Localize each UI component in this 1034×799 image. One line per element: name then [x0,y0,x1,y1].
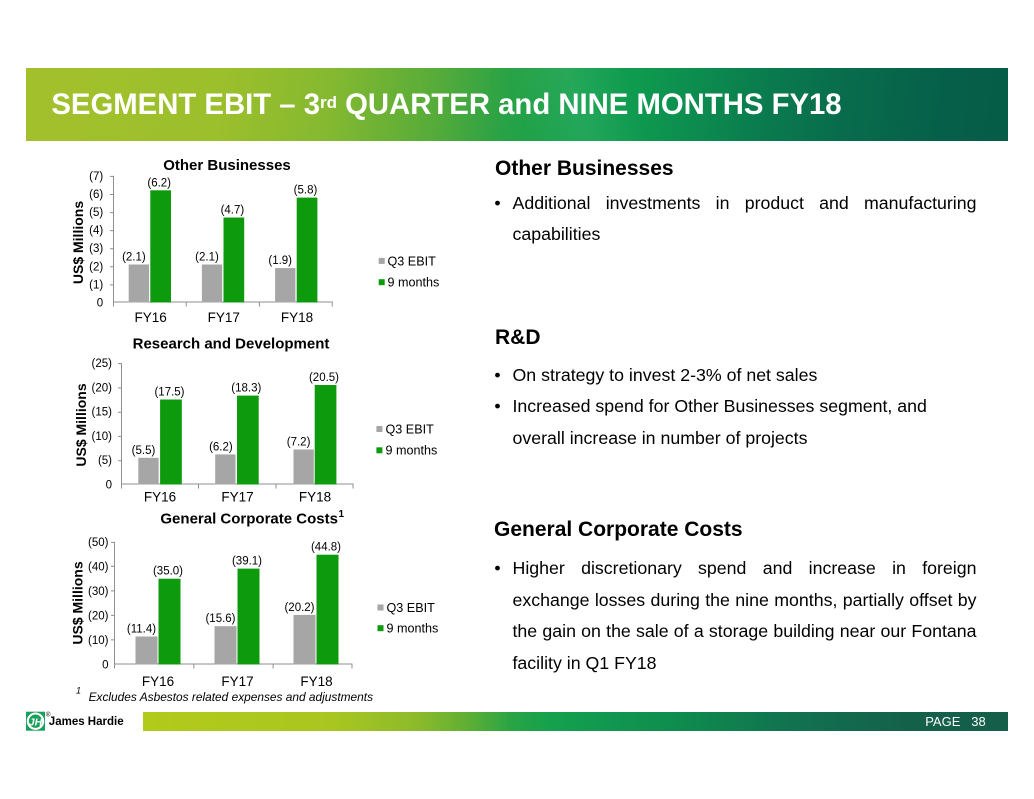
svg-text:(18.3): (18.3) [231,383,261,395]
svg-text:(11.4): (11.4) [127,624,156,636]
svg-text:Q3 EBIT: Q3 EBIT [387,601,436,615]
svg-text:James Hardie: James Hardie [49,716,124,728]
svg-text:(5): (5) [89,207,103,219]
svg-text:(20): (20) [88,610,109,622]
svg-text:1: 1 [76,686,81,696]
svg-text:Research and Development: Research and Development [133,336,330,353]
svg-text:FY16: FY16 [142,674,174,689]
svg-text:Other Businesses: Other Businesses [163,157,291,174]
svg-text:General Corporate Costs: General Corporate Costs [160,510,338,527]
svg-text:9 months: 9 months [388,276,440,290]
svg-text:Q3 EBIT: Q3 EBIT [386,422,435,436]
svg-text:FY16: FY16 [134,310,166,325]
svg-text:®: ® [46,711,51,719]
svg-text:FY16: FY16 [144,490,176,505]
svg-text:(25): (25) [92,358,113,370]
svg-text:Excludes Asbestos related expe: Excludes Asbestos related expenses and a… [89,690,373,704]
svg-text:(30): (30) [88,586,109,598]
svg-text:FY17: FY17 [221,674,253,689]
svg-text:(2): (2) [89,261,103,273]
svg-text:(6.2): (6.2) [147,177,171,189]
svg-text:1: 1 [339,509,345,520]
svg-text:(15): (15) [92,407,113,419]
svg-text:US$ Millions: US$ Millions [70,561,86,644]
svg-text:JH: JH [29,717,43,729]
svg-text:(3): (3) [89,243,103,255]
svg-text:FY18: FY18 [299,490,331,505]
svg-text:(39.1): (39.1) [232,556,262,568]
svg-text:FY18: FY18 [300,674,332,689]
svg-text:0: 0 [97,298,103,310]
svg-text:(6.2): (6.2) [209,441,233,453]
svg-text:(1.9): (1.9) [268,255,292,267]
svg-text:(10): (10) [92,431,113,443]
svg-text:9 months: 9 months [387,622,439,636]
svg-text:(5): (5) [98,455,112,467]
svg-text:(20.5): (20.5) [309,372,339,384]
svg-text:(1): (1) [89,279,103,291]
svg-text:(20): (20) [92,382,113,394]
svg-text:(7): (7) [89,171,103,183]
svg-text:0: 0 [106,480,112,492]
svg-text:(10): (10) [88,635,109,647]
svg-text:(20.2): (20.2) [284,602,314,614]
svg-text:(7.2): (7.2) [287,437,311,449]
svg-text:9 months: 9 months [386,444,438,458]
svg-text:(17.5): (17.5) [154,387,184,399]
svg-text:(15.6): (15.6) [205,613,235,625]
svg-text:(40): (40) [88,561,109,573]
svg-text:0: 0 [102,659,108,671]
svg-text:(4.7): (4.7) [221,205,245,217]
svg-text:(50): (50) [88,537,109,549]
svg-text:(35.0): (35.0) [153,566,183,578]
svg-text:(6): (6) [89,189,103,201]
svg-text:US$ Millions: US$ Millions [73,383,89,466]
svg-text:(4): (4) [89,225,103,237]
svg-text:(5.8): (5.8) [294,185,318,197]
svg-text:FY17: FY17 [221,490,253,505]
svg-text:(2.1): (2.1) [195,252,219,264]
svg-text:(2.1): (2.1) [122,252,146,264]
svg-text:FY17: FY17 [208,310,240,325]
svg-text:FY18: FY18 [281,310,313,325]
svg-text:(44.8): (44.8) [311,542,341,554]
svg-text:Q3 EBIT: Q3 EBIT [388,254,437,268]
svg-text:(5.5): (5.5) [132,445,156,457]
svg-text:US$ Millions: US$ Millions [70,201,86,284]
